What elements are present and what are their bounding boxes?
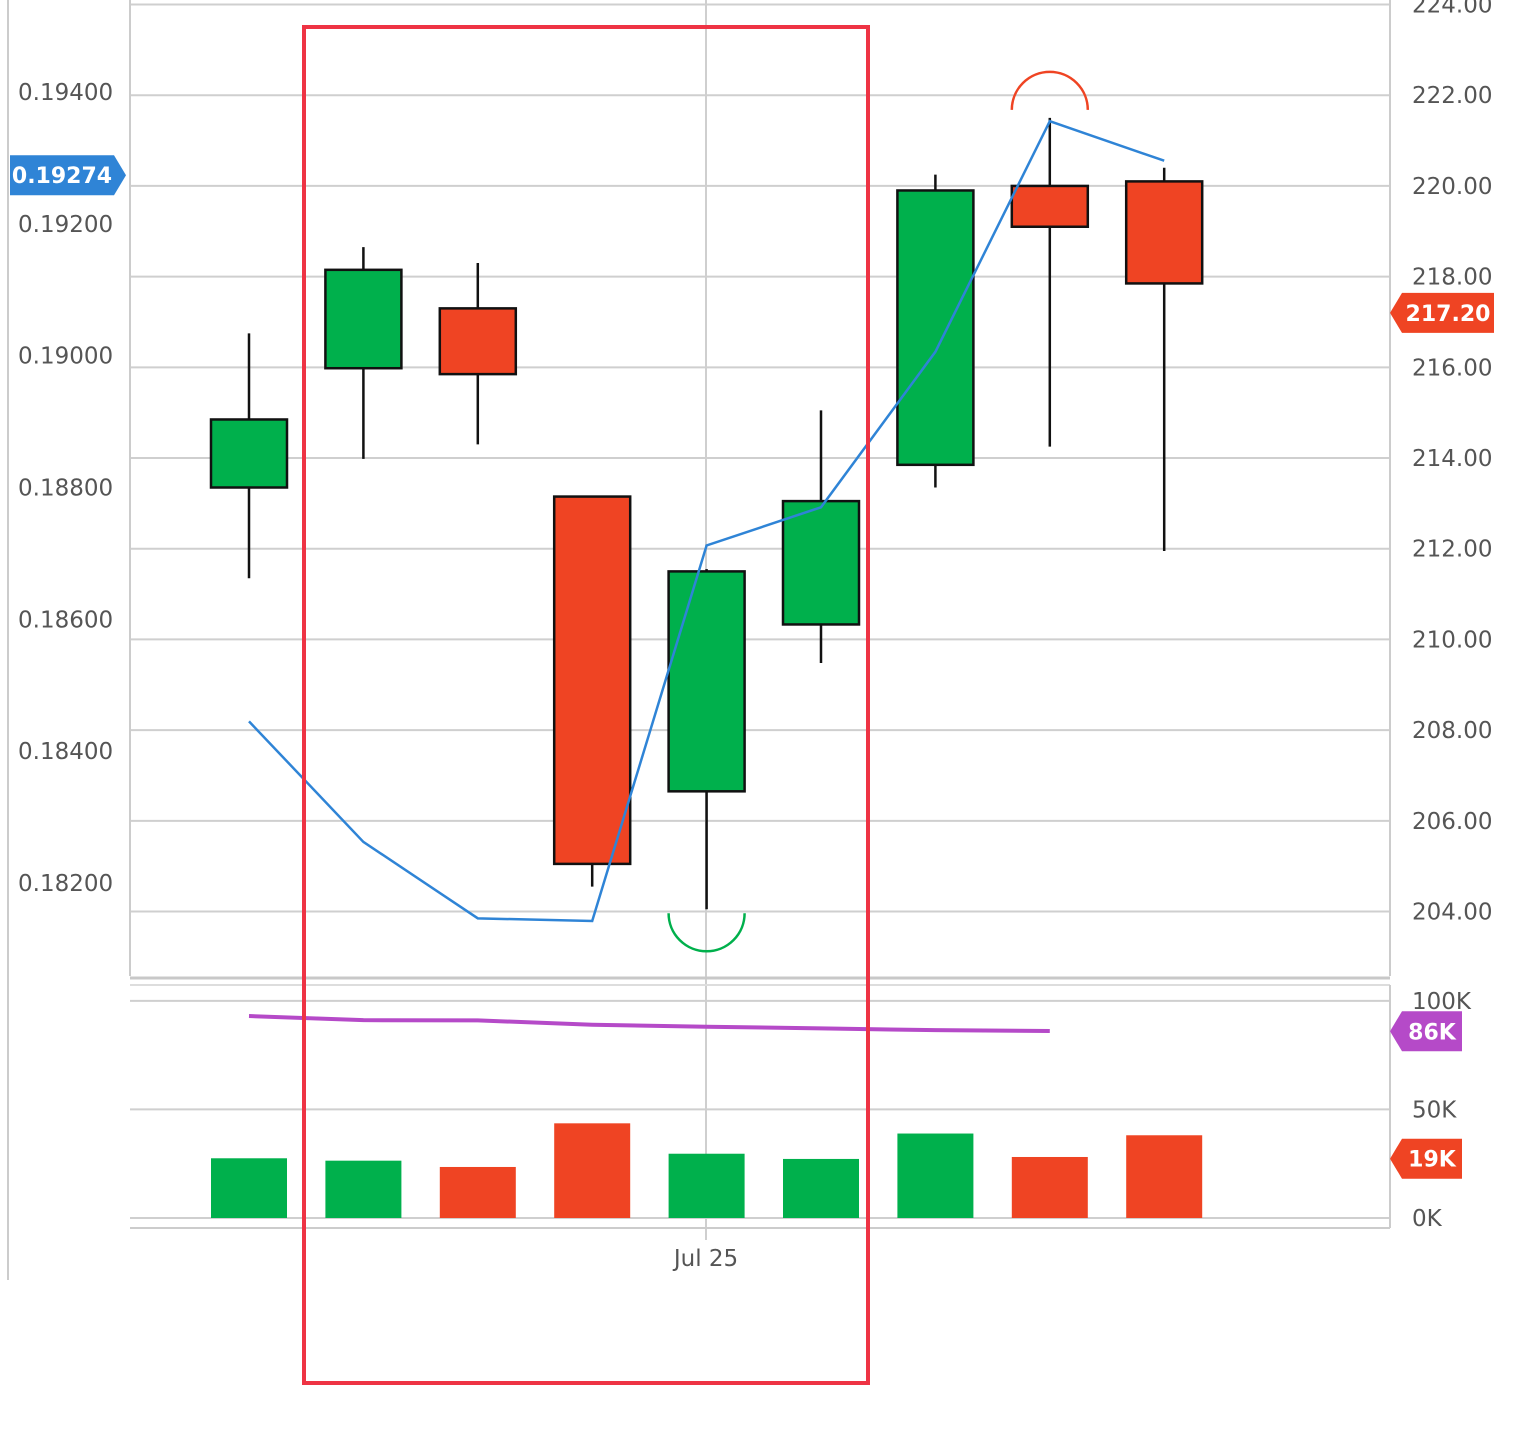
right-axis-tick-label: 218.00: [1412, 265, 1492, 291]
candle-body: [781, 499, 861, 626]
right-axis-tick-label: 208.00: [1412, 718, 1492, 744]
candle-body: [324, 268, 403, 370]
volume-ma-badge-label: 86K: [1408, 1020, 1457, 1045]
candle-body: [552, 495, 632, 866]
right-price-badge-label: 217.20: [1406, 302, 1491, 327]
right-axis-tick-label: 210.00: [1412, 627, 1492, 653]
chart-frame: [7, 0, 1391, 1280]
left-axis-tick-label: 0.19400: [18, 80, 113, 106]
candle: [781, 410, 861, 663]
right-axis-tick-label: 212.00: [1412, 537, 1492, 563]
candle: [1124, 167, 1204, 551]
left-price-axis: 0.19400 0.19200 0.19000 0.18800 0.18600 0.184…: [18, 80, 113, 897]
volume-bar: [783, 1158, 859, 1218]
volume-bars: [211, 1123, 1203, 1218]
right-price-axis: 224.00 222.00 220.00 218.00 216.00 214.00 212.…: [1412, 0, 1492, 926]
low-marker-arc: [667, 913, 746, 953]
candle: [1010, 117, 1090, 447]
price-line: [248, 119, 1165, 923]
highlight-box: [302, 25, 870, 1385]
right-axis-tick-label: 224.00: [1412, 0, 1492, 19]
right-axis-tick-label: 214.00: [1412, 446, 1492, 472]
candle-body: [209, 418, 289, 489]
volume-axis: 100K 50K 0K: [1412, 989, 1472, 1232]
left-axis-tick-label: 0.19200: [18, 212, 113, 238]
volume-moving-average: [248, 1014, 1050, 1034]
volume-bar: [325, 1160, 402, 1218]
candles: [209, 117, 1204, 910]
candle-body: [896, 189, 975, 467]
left-axis-tick-label: 0.18800: [18, 476, 113, 502]
right-price-badge-shape: [1390, 292, 1494, 333]
volume-ma-badge: 86K: [1390, 1011, 1462, 1052]
volume-axis-tick-label: 50K: [1412, 1097, 1457, 1123]
x-axis-date-label: Jul 25: [672, 1246, 738, 1272]
volume-bar: [211, 1158, 287, 1218]
price-line-series: [248, 119, 1165, 923]
candle: [896, 174, 975, 488]
left-axis-tick-label: 0.18400: [18, 739, 113, 765]
volume-bar: [1126, 1135, 1203, 1218]
left-axis-tick-label: 0.18200: [18, 871, 113, 897]
left-price-badge-label: 0.19274: [12, 164, 112, 189]
extreme-markers: [667, 70, 1090, 953]
volume-bar: [897, 1133, 974, 1218]
volume-bar: [439, 1166, 516, 1218]
volume-ma-badge-shape: [1390, 1011, 1462, 1052]
candle-body: [1010, 184, 1090, 228]
candle-body: [1124, 180, 1204, 285]
volume-ma-line: [248, 1014, 1050, 1034]
volume-bar: [668, 1153, 745, 1218]
price-badges: 0.19274 217.20 86K 19K: [10, 155, 1494, 1179]
volume-last-badge: 19K: [1390, 1138, 1462, 1179]
right-axis-tick-label: 216.00: [1412, 355, 1492, 381]
candle-body: [667, 570, 746, 793]
left-price-badge: 0.19274: [10, 155, 126, 196]
volume-axis-tick-label: 0K: [1412, 1206, 1443, 1232]
candle: [209, 333, 289, 579]
right-axis-tick-label: 222.00: [1412, 83, 1492, 109]
right-axis-tick-label: 204.00: [1412, 900, 1492, 926]
right-axis-tick-label: 206.00: [1412, 809, 1492, 835]
right-axis-tick-label: 220.00: [1412, 174, 1492, 200]
candle: [552, 495, 632, 887]
volume-last-badge-label: 19K: [1408, 1148, 1457, 1173]
volume-last-badge-shape: [1390, 1138, 1462, 1179]
volume-bar: [554, 1123, 631, 1218]
left-axis-tick-label: 0.19000: [18, 344, 113, 370]
high-marker-arc: [1010, 70, 1090, 110]
candle: [438, 263, 518, 445]
volume-bar: [1011, 1156, 1088, 1218]
left-axis-tick-label: 0.18600: [18, 607, 113, 633]
right-price-badge: 217.20: [1390, 292, 1494, 333]
candle: [667, 569, 746, 910]
volume-axis-tick-label: 100K: [1412, 989, 1472, 1015]
left-price-badge-shape: [10, 155, 126, 196]
candle: [324, 247, 403, 459]
candle-body: [438, 307, 518, 376]
